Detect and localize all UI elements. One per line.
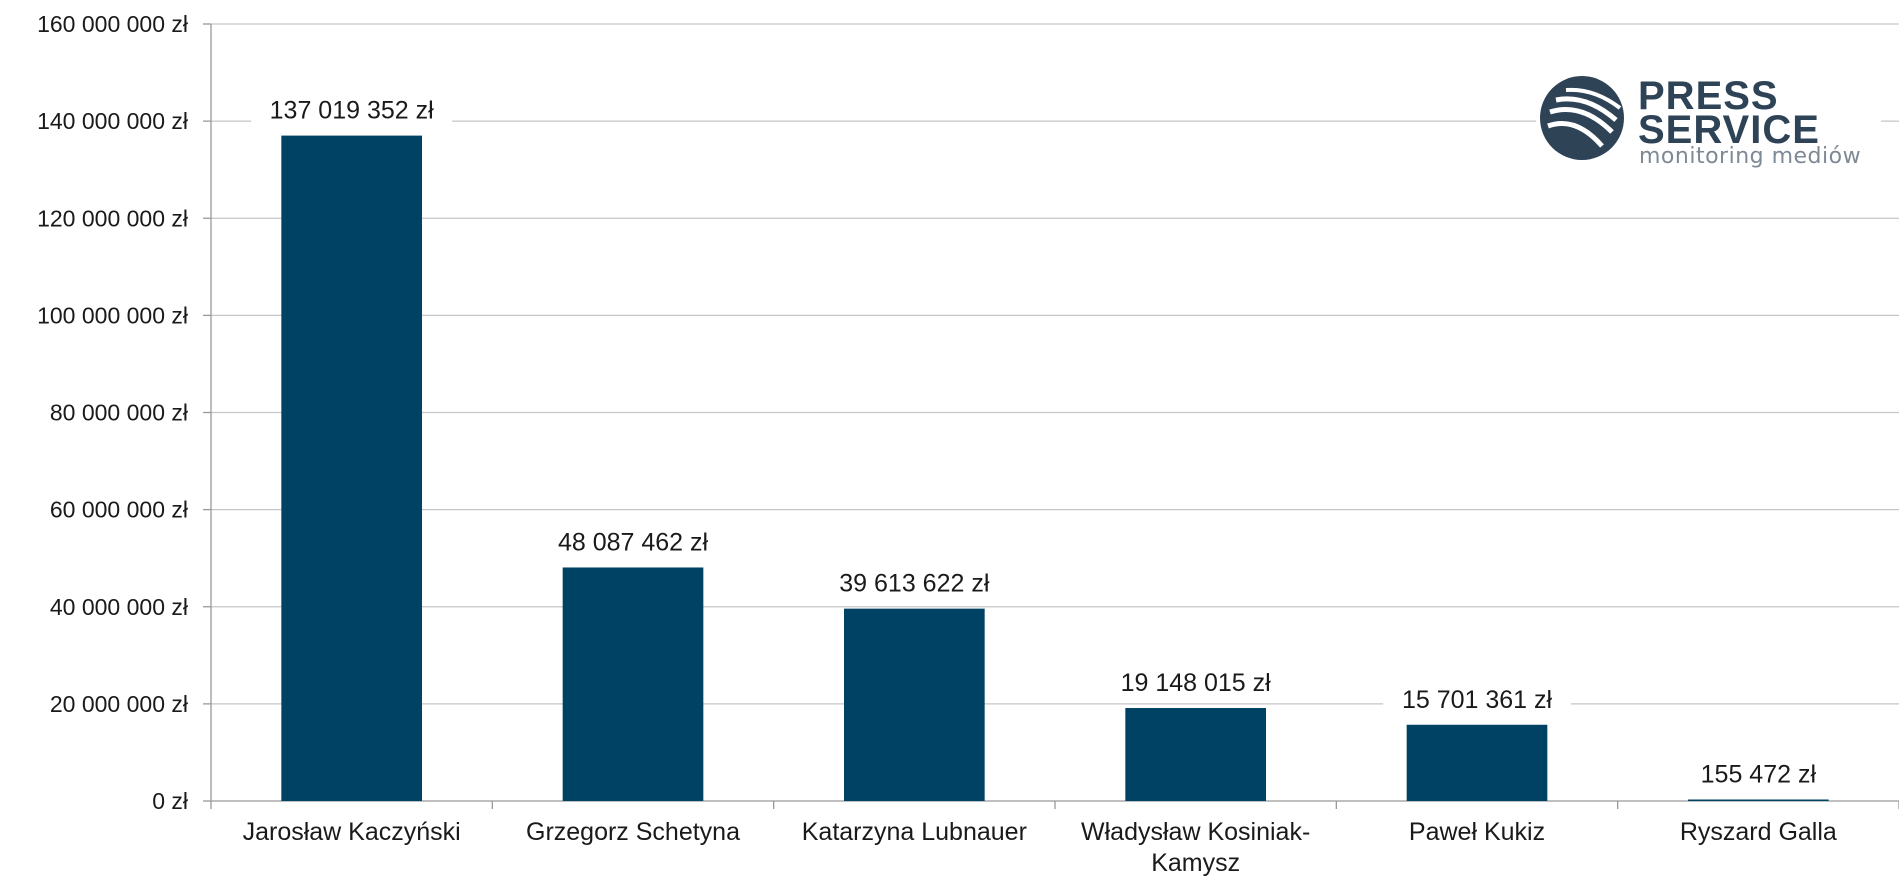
bar xyxy=(844,608,985,801)
logo-press-text: PRESS xyxy=(1638,74,1779,118)
logo-tagline: monitoring mediów xyxy=(1639,144,1862,169)
press-service-logo: PRESS SERVICE monitoring mediów xyxy=(1536,72,1881,172)
x-tick-label: Władysław Kosiniak- xyxy=(1081,818,1310,846)
data-label-bg xyxy=(251,92,453,129)
bar xyxy=(281,135,422,801)
y-tick-label: 120 000 000 zł xyxy=(37,205,188,231)
data-label: 15 701 361 zł xyxy=(1402,686,1553,714)
data-label: 137 019 352 zł xyxy=(270,97,434,125)
data-label-bg xyxy=(820,565,1009,602)
x-tick-label: Grzegorz Schetyna xyxy=(526,818,740,846)
y-tick-label: 20 000 000 zł xyxy=(50,691,188,717)
y-tick-label: 80 000 000 zł xyxy=(50,400,188,426)
data-label: 48 087 462 zł xyxy=(558,528,709,556)
logo-globe-icon xyxy=(1540,76,1624,160)
x-tick-label: Ryszard Galla xyxy=(1680,818,1837,846)
x-tick-label: Paweł Kukiz xyxy=(1409,818,1545,846)
y-tick-label: 0 zł xyxy=(152,788,188,814)
logo-service-text: SERVICE xyxy=(1638,108,1820,152)
bar xyxy=(1125,708,1266,801)
bar xyxy=(1406,724,1548,801)
x-tick-label: Katarzyna Lubnauer xyxy=(802,818,1027,846)
data-label: 19 148 015 zł xyxy=(1121,669,1272,697)
y-tick-label: 100 000 000 zł xyxy=(37,302,188,328)
data-label-bg xyxy=(1101,665,1290,702)
y-tick-label: 60 000 000 zł xyxy=(50,497,188,523)
data-label-bg xyxy=(1684,756,1833,793)
x-tick-label: Jarosław Kaczyński xyxy=(243,818,461,846)
bar xyxy=(1688,799,1829,801)
data-label-bg xyxy=(539,524,727,561)
data-label: 155 472 zł xyxy=(1701,761,1817,789)
data-label-bg xyxy=(1383,681,1571,718)
y-tick-label: 140 000 000 zł xyxy=(37,108,188,134)
y-tick-label: 40 000 000 zł xyxy=(50,594,188,620)
data-label: 39 613 622 zł xyxy=(839,570,990,598)
bar xyxy=(562,567,704,801)
x-tick-label: Kamysz xyxy=(1151,849,1240,877)
y-tick-label: 160 000 000 zł xyxy=(37,11,188,37)
